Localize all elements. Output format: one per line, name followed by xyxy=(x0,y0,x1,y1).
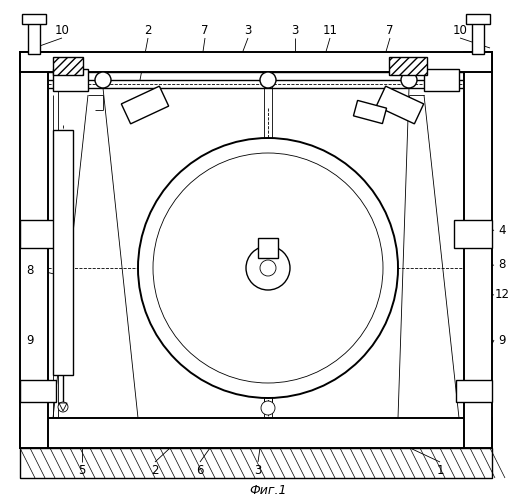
Text: 2: 2 xyxy=(144,23,152,36)
Bar xyxy=(353,100,387,124)
Bar xyxy=(424,69,459,91)
Text: 2: 2 xyxy=(151,464,159,477)
Circle shape xyxy=(153,153,383,383)
Circle shape xyxy=(95,72,111,88)
Bar xyxy=(53,130,73,375)
Bar xyxy=(376,86,423,124)
Text: 9: 9 xyxy=(26,333,34,346)
Text: 4: 4 xyxy=(26,224,34,237)
Bar xyxy=(464,52,492,448)
Circle shape xyxy=(261,401,275,415)
Text: 1: 1 xyxy=(436,464,444,477)
Bar xyxy=(20,380,56,402)
Bar xyxy=(20,418,492,448)
Bar xyxy=(389,57,427,75)
Text: 3: 3 xyxy=(244,23,252,36)
Bar xyxy=(20,220,58,248)
Text: 3: 3 xyxy=(254,464,262,477)
Text: 3: 3 xyxy=(292,23,298,36)
Circle shape xyxy=(138,138,398,398)
Text: Фиг.1: Фиг.1 xyxy=(250,484,287,497)
Circle shape xyxy=(260,72,276,88)
Text: 9: 9 xyxy=(498,333,506,346)
Text: 10: 10 xyxy=(453,23,468,36)
Text: 12: 12 xyxy=(495,288,510,301)
Bar xyxy=(456,380,492,402)
Text: 5: 5 xyxy=(78,464,86,477)
Circle shape xyxy=(260,260,276,276)
Text: 6: 6 xyxy=(196,464,204,477)
Bar xyxy=(28,22,40,54)
Text: 8: 8 xyxy=(26,263,34,276)
Bar xyxy=(53,69,88,91)
Text: 10: 10 xyxy=(55,23,70,36)
Bar xyxy=(121,86,169,124)
Text: 4: 4 xyxy=(498,224,506,237)
Bar xyxy=(466,14,490,24)
Circle shape xyxy=(58,402,68,412)
Circle shape xyxy=(401,72,417,88)
Circle shape xyxy=(246,246,290,290)
Bar xyxy=(53,57,83,75)
Text: 7: 7 xyxy=(386,23,394,36)
Text: 7: 7 xyxy=(201,23,209,36)
Bar xyxy=(454,220,492,248)
Bar xyxy=(20,448,492,478)
Text: 11: 11 xyxy=(322,23,337,36)
Bar xyxy=(258,238,278,258)
Bar xyxy=(20,52,492,72)
Bar xyxy=(20,52,48,448)
Bar xyxy=(22,14,46,24)
Text: 8: 8 xyxy=(498,258,506,271)
Bar xyxy=(472,22,484,54)
